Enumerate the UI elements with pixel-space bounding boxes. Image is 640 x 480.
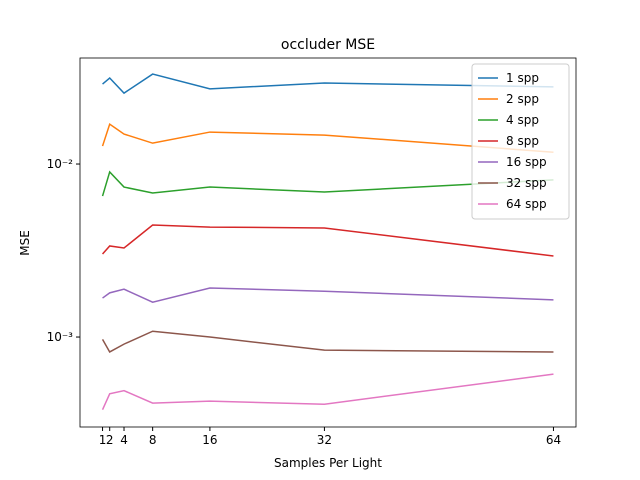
y-tick-label: 10⁻³: [47, 330, 74, 344]
y-axis-label: MSE: [18, 230, 32, 256]
legend-label: 2 spp: [506, 92, 539, 106]
x-tick-label: 4: [120, 433, 128, 447]
y-tick-label: 10⁻²: [47, 157, 74, 171]
series-line: [101, 330, 554, 353]
legend-label: 32 spp: [506, 176, 547, 190]
series-line: [102, 287, 554, 303]
legend-label: 1 spp: [506, 71, 539, 85]
legend-label: 8 spp: [506, 134, 539, 148]
chart-title: occluder MSE: [281, 37, 375, 53]
legend-box: [471, 63, 570, 220]
x-tick-label: 32: [317, 433, 332, 447]
x-tick-label: 16: [202, 433, 217, 447]
series-line: [101, 224, 554, 257]
legend-label: 16 spp: [506, 155, 547, 169]
series-line: [101, 170, 554, 197]
series-line: [101, 122, 554, 153]
legend-label: 64 spp: [506, 197, 547, 211]
x-axis-label: Samples Per Light: [274, 456, 382, 470]
x-tick-label: 1: [99, 433, 107, 447]
plot-frame: [79, 57, 577, 428]
series-line: [102, 73, 554, 95]
x-tick-label: 2: [106, 433, 114, 447]
legend-label: 4 spp: [506, 113, 539, 127]
x-tick-label: 64: [546, 433, 561, 447]
series-line: [101, 373, 554, 411]
x-tick-label: 8: [149, 433, 157, 447]
